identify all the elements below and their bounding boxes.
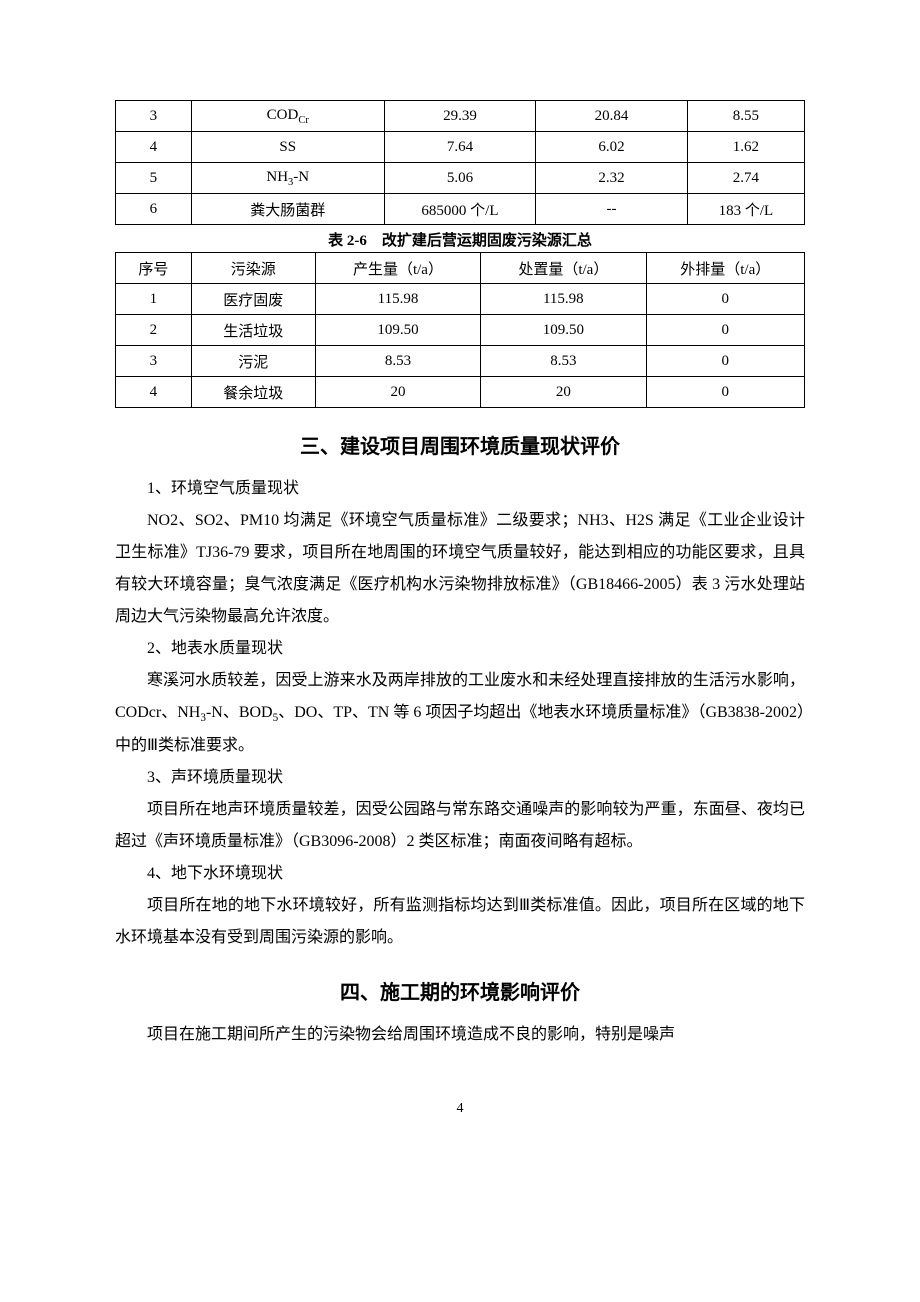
table-2-caption: 表 2-6 改扩建后营运期固废污染源汇总 [115,229,805,250]
th-emit: 外排量（t/a） [646,253,804,284]
section-item-label: 3、声环境质量现状 [115,762,805,794]
table-cell: 粪大肠菌群 [191,194,384,225]
table-cell: 20 [315,377,480,408]
section-item-body: 项目所在地声环境质量较差，因受公园路与常东路交通噪声的影响较为严重，东面昼、夜均… [115,794,805,858]
th-source: 污染源 [191,253,315,284]
section-item-label: 2、地表水质量现状 [115,633,805,665]
solid-waste-table: 序号 污染源 产生量（t/a） 处置量（t/a） 外排量（t/a） 1医疗固废1… [115,252,805,408]
table-cell: 1.62 [687,132,804,163]
table-cell: 3 [116,346,192,377]
table-cell: 115.98 [315,284,480,315]
table-row: 5NH3-N5.062.322.74 [116,163,805,194]
table-header-row: 序号 污染源 产生量（t/a） 处置量（t/a） 外排量（t/a） [116,253,805,284]
table-cell: 2.32 [536,163,688,194]
table-cell: 685000 个/L [384,194,536,225]
table-cell: 29.39 [384,101,536,132]
table-cell: 6 [116,194,192,225]
table-cell: -- [536,194,688,225]
table-cell: 1 [116,284,192,315]
table-cell: 8.53 [481,346,646,377]
table-cell: 0 [646,315,804,346]
section-item-label: 1、环境空气质量现状 [115,473,805,505]
section-item-body: 寒溪河水质较差，因受上游来水及两岸排放的工业废水和未经处理直接排放的生活污水影响… [115,665,805,762]
table-cell: 20 [481,377,646,408]
table-cell: 5 [116,163,192,194]
section-4-body: 项目在施工期间所产生的污染物会给周围环境造成不良的影响，特别是噪声 [115,1019,805,1051]
table-cell: 109.50 [481,315,646,346]
section-item-body: 项目所在地的地下水环境较好，所有监测指标均达到Ⅲ类标准值。因此，项目所在区域的地… [115,890,805,954]
table-cell: CODCr [191,101,384,132]
table-cell: NH3-N [191,163,384,194]
table-cell: 0 [646,377,804,408]
page: 3CODCr29.3920.848.554SS7.646.021.625NH3-… [0,0,920,1177]
table-cell: 20.84 [536,101,688,132]
table-cell: 0 [646,284,804,315]
table-cell: 2.74 [687,163,804,194]
table-cell: 5.06 [384,163,536,194]
table-cell: 污泥 [191,346,315,377]
table-cell: 6.02 [536,132,688,163]
section-item-label: 4、地下水环境现状 [115,858,805,890]
table-cell: 医疗固废 [191,284,315,315]
table-cell: 3 [116,101,192,132]
table-cell: 109.50 [315,315,480,346]
page-number: 4 [115,1101,805,1117]
table-cell: 8.55 [687,101,804,132]
table-cell: 183 个/L [687,194,804,225]
table-cell: 4 [116,132,192,163]
table-row: 6粪大肠菌群685000 个/L--183 个/L [116,194,805,225]
table-row: 1医疗固废115.98115.980 [116,284,805,315]
th-produce: 产生量（t/a） [315,253,480,284]
section-item-body: NO2、SO2、PM10 均满足《环境空气质量标准》二级要求；NH3、H2S 满… [115,505,805,633]
table-cell: 7.64 [384,132,536,163]
table-row: 4SS7.646.021.62 [116,132,805,163]
table-cell: 餐余垃圾 [191,377,315,408]
table-row: 4餐余垃圾20200 [116,377,805,408]
th-dispose: 处置量（t/a） [481,253,646,284]
th-index: 序号 [116,253,192,284]
table-row: 3CODCr29.3920.848.55 [116,101,805,132]
section-3-title: 三、建设项目周围环境质量现状评价 [115,430,805,459]
section-4-title: 四、施工期的环境影响评价 [115,976,805,1005]
table-row: 2生活垃圾109.50109.500 [116,315,805,346]
table-row: 3污泥8.538.530 [116,346,805,377]
table-cell: 2 [116,315,192,346]
table-cell: 8.53 [315,346,480,377]
table-cell: 4 [116,377,192,408]
section-3-content: 1、环境空气质量现状NO2、SO2、PM10 均满足《环境空气质量标准》二级要求… [115,473,805,954]
pollution-source-table: 3CODCr29.3920.848.554SS7.646.021.625NH3-… [115,100,805,225]
table-cell: SS [191,132,384,163]
table-cell: 0 [646,346,804,377]
table-cell: 115.98 [481,284,646,315]
table-cell: 生活垃圾 [191,315,315,346]
